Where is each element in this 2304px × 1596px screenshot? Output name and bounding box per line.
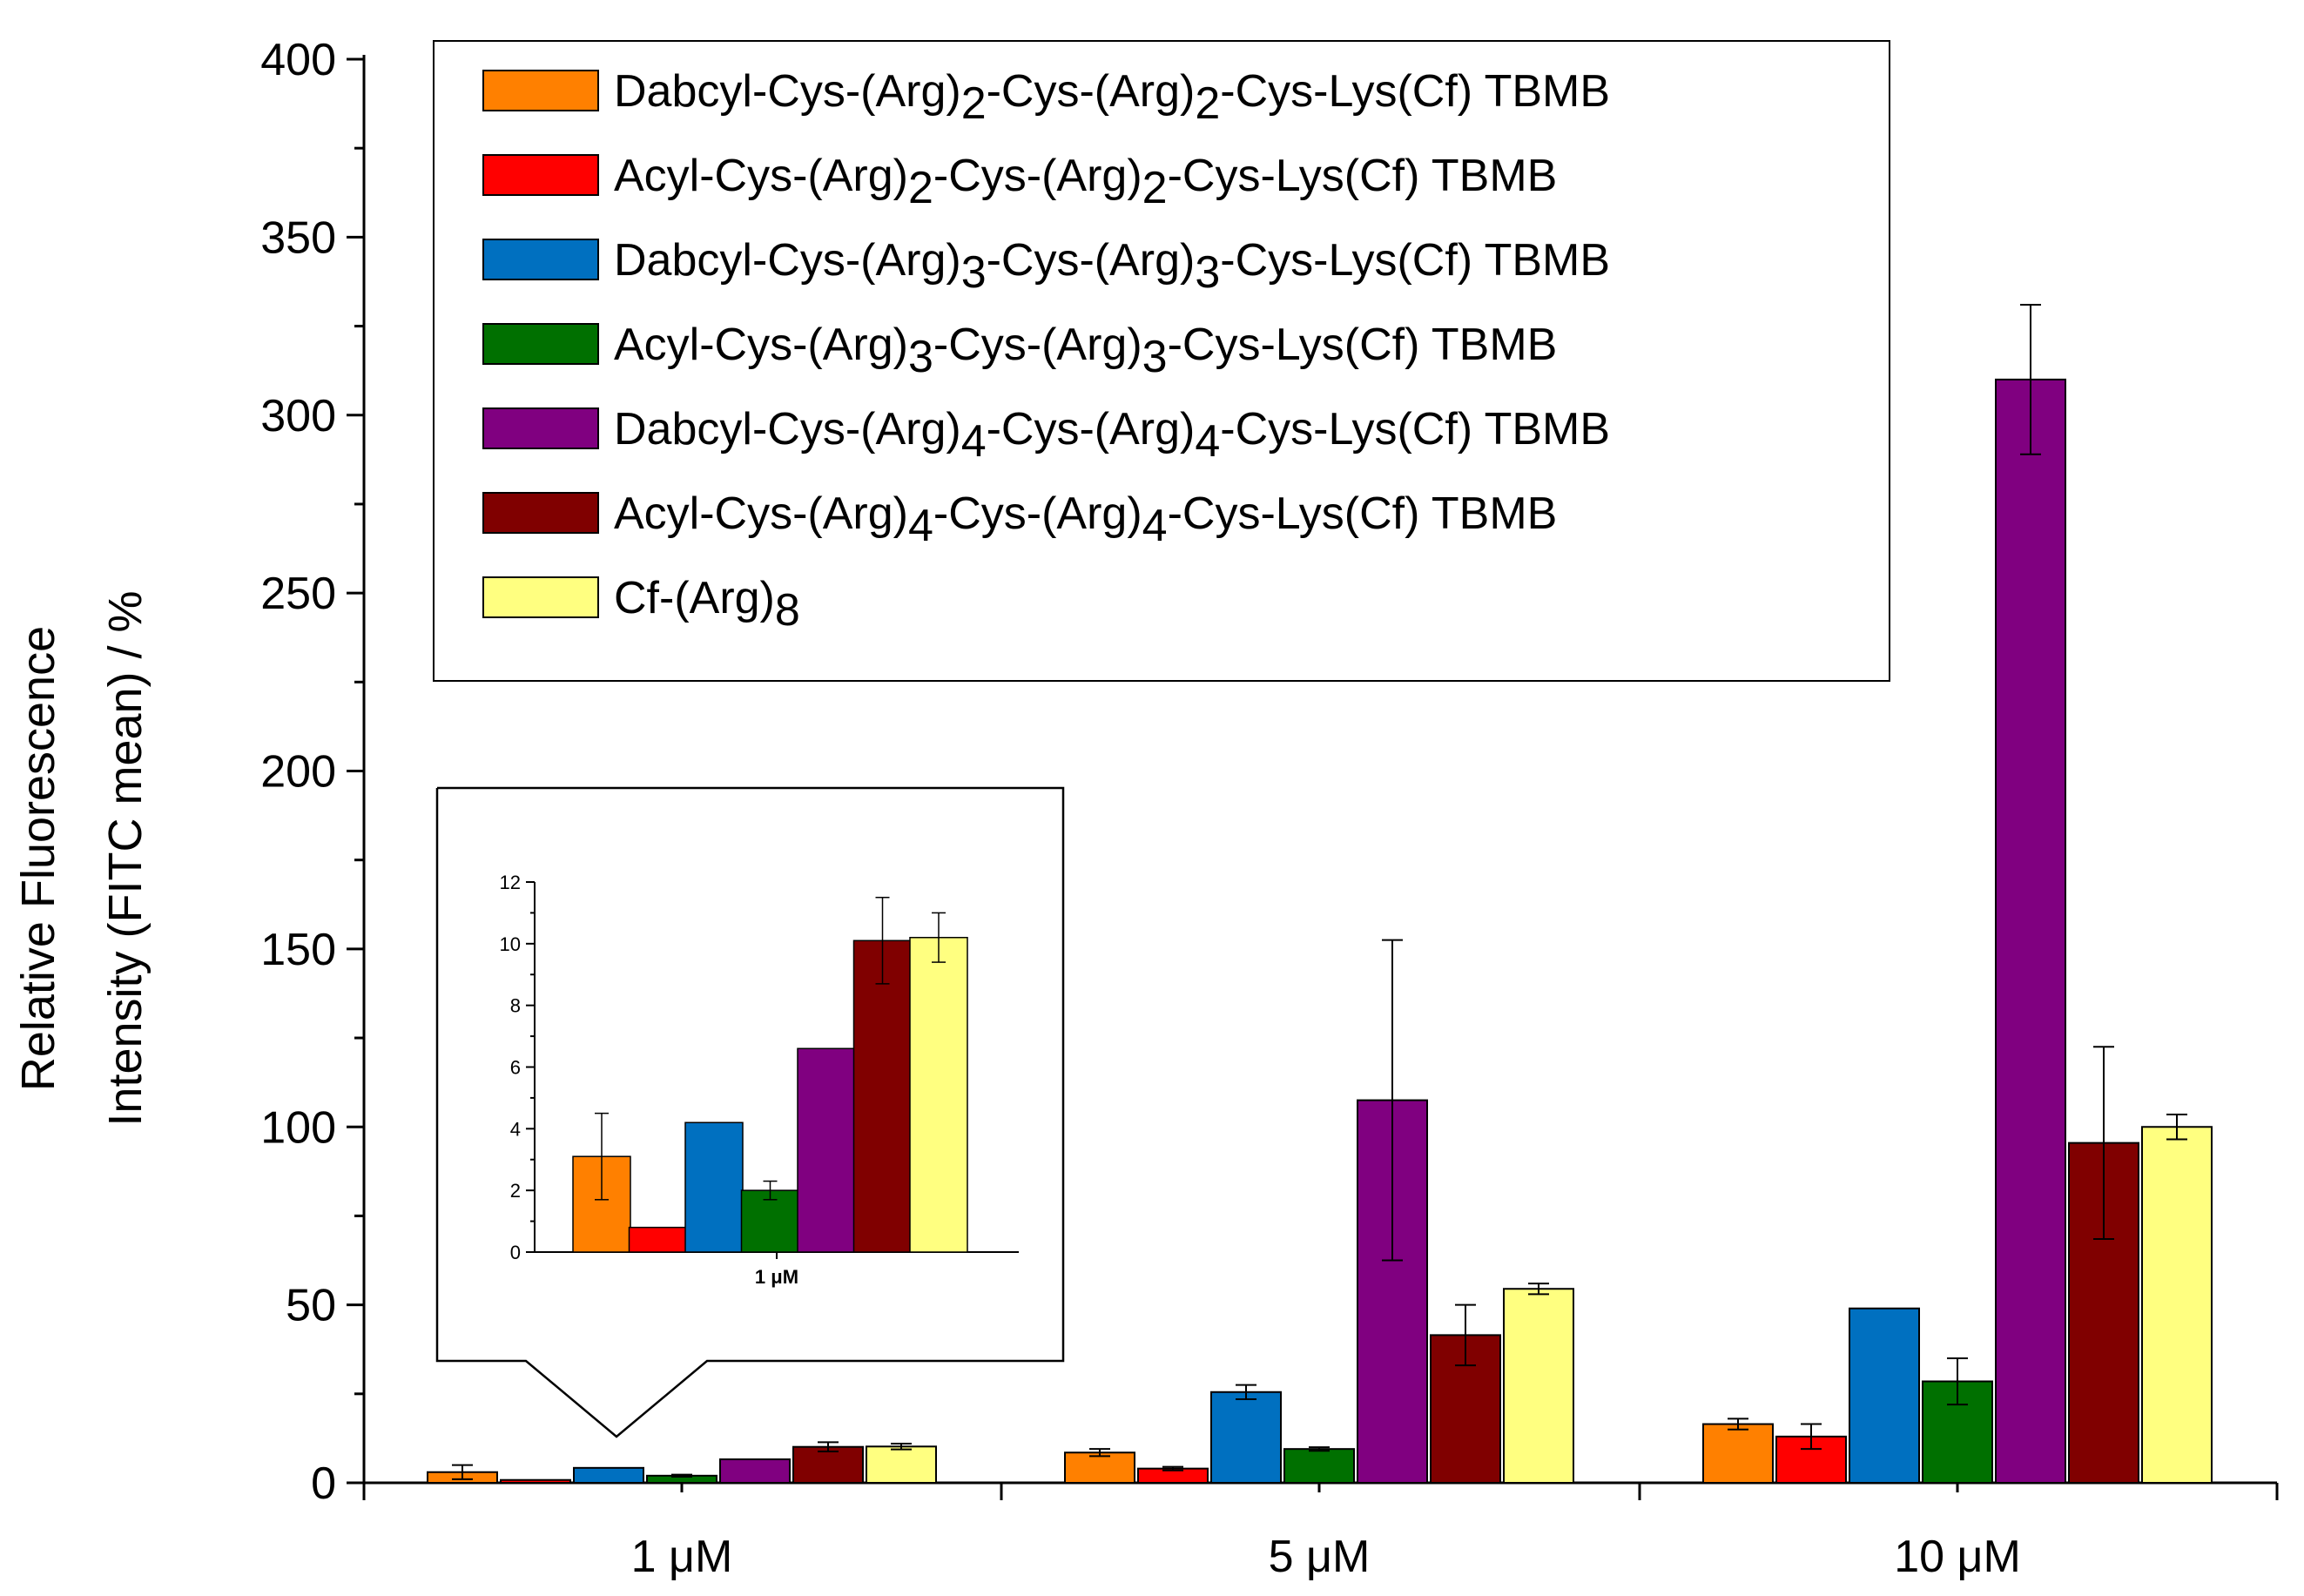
x-category-label: 5 μM [1269,1532,1371,1582]
inset-frame [435,786,1065,1438]
y-tick-label: 150 [260,925,336,975]
bar [1849,1307,1920,1485]
legend-label: Cf-(Arg)8 [614,573,800,636]
y-tick-label: 50 [286,1281,336,1331]
inset-y-tick-label: 12 [500,872,521,893]
y-tick-label: 300 [260,391,336,441]
legend-subscript: 4 [1195,416,1220,467]
legend-label: Acyl-Cys-(Arg)2-Cys-(Arg)2-Cys-Lys(Cf) T… [614,151,1557,213]
bar [1210,1391,1282,1485]
legend-text-part: Dabcyl-Cys-(Arg) [614,404,961,455]
legend-subscript: 4 [1142,501,1168,551]
legend-text-part: -Cys-(Arg) [987,66,1196,117]
bar [866,1445,937,1484]
legend-text-part: Acyl-Cys-(Arg) [614,151,908,201]
legend: Dabcyl-Cys-(Arg)2-Cys-(Arg)2-Cys-Lys(Cf)… [433,40,1890,682]
legend-swatch [482,407,599,449]
y-axis-title-line2: Intensity (FITC mean) / % [99,590,152,1126]
inset-bar [909,937,968,1253]
inset-x-category-label: 1 μM [755,1266,798,1288]
legend-subscript: 3 [908,332,933,382]
y-tick-label: 400 [260,35,336,85]
bar [1702,1423,1774,1485]
legend-text-part: -Cys-Lys(Cf) TBMB [1168,488,1558,539]
legend-subscript: 4 [908,501,933,551]
legend-subscript: 2 [1195,78,1220,129]
legend-text-part: Acyl-Cys-(Arg) [614,320,908,370]
inset-bar [797,1047,856,1253]
inset-bar [852,939,913,1253]
legend-text-part: -Cys-Lys(Cf) TBMB [1168,151,1558,201]
inset-y-tick-label: 6 [510,1057,521,1079]
legend-text-part: -Cys-(Arg) [987,404,1196,455]
legend-label: Dabcyl-Cys-(Arg)3-Cys-(Arg)3-Cys-Lys(Cf)… [614,235,1610,298]
legend-subscript: 3 [1195,247,1220,298]
bar [1064,1451,1135,1484]
legend-subscript: 2 [908,163,933,213]
y-axis-title-line1: Relative Fluorescence [12,626,64,1091]
x-category-label: 10 μM [1894,1532,2021,1582]
y-tick-label: 250 [260,569,336,619]
legend-swatch [482,323,599,365]
legend-swatch [482,154,599,196]
legend-subscript: 2 [1142,163,1168,213]
legend-swatch [482,70,599,111]
legend-subscript: 8 [775,585,800,636]
y-tick-label: 350 [260,212,336,263]
inset-y-tick-label: 8 [510,995,521,1017]
legend-text-part: -Cys-(Arg) [933,488,1142,539]
legend-text-part: -Cys-Lys(Cf) TBMB [1168,320,1558,370]
inset-y-tick-label: 10 [500,933,521,955]
legend-swatch [482,239,599,280]
legend-subscript: 2 [961,78,987,129]
inset-bar [684,1121,744,1253]
legend-text-part: -Cys-Lys(Cf) TBMB [1220,404,1610,455]
bar [792,1445,864,1485]
main-bars [427,304,2213,1485]
legend-label: Dabcyl-Cys-(Arg)4-Cys-(Arg)4-Cys-Lys(Cf)… [614,404,1610,467]
legend-label: Acyl-Cys-(Arg)4-Cys-(Arg)4-Cys-Lys(Cf) T… [614,488,1557,551]
bar [1430,1334,1501,1485]
y-tick-label: 100 [260,1102,336,1153]
bar [2141,1126,2213,1484]
legend-text-part: Cf-(Arg) [614,573,775,623]
y-tick-label: 0 [311,1458,336,1509]
legend-swatch [482,492,599,534]
bar [1995,378,2066,1484]
legend-text-part: -Cys-Lys(Cf) TBMB [1220,235,1610,286]
legend-box [433,40,1890,682]
legend-subscript: 4 [961,416,987,467]
inset-y-tick-label: 0 [510,1242,521,1263]
legend-text-part: -Cys-(Arg) [987,235,1196,286]
inset-chart: 0 2 4 6 8 10 12 1 μM [435,786,1065,1438]
legend-label: Dabcyl-Cys-(Arg)2-Cys-(Arg)2-Cys-Lys(Cf)… [614,66,1610,129]
legend-swatch [482,576,599,618]
y-tick-label: 200 [260,747,336,798]
legend-text-part: Dabcyl-Cys-(Arg) [614,66,961,117]
legend-label: Acyl-Cys-(Arg)3-Cys-(Arg)3-Cys-Lys(Cf) T… [614,320,1557,382]
inset-bar [628,1226,688,1253]
bar [573,1466,644,1485]
legend-text-part: -Cys-Lys(Cf) TBMB [1220,66,1610,117]
legend-text-part: Dabcyl-Cys-(Arg) [614,235,961,286]
legend-text-part: -Cys-(Arg) [933,320,1142,370]
legend-text-part: Acyl-Cys-(Arg) [614,488,908,539]
inset-y-tick-label: 2 [510,1180,521,1202]
legend-subscript: 3 [961,247,987,298]
bar [1283,1448,1355,1484]
bar [1503,1288,1574,1484]
x-category-label: 1 μM [631,1532,733,1582]
bar [500,1478,571,1484]
legend-text-part: -Cys-(Arg) [933,151,1142,201]
legend-subscript: 3 [1142,332,1168,382]
inset-y-tick-label: 4 [510,1118,521,1140]
bar [719,1458,791,1484]
